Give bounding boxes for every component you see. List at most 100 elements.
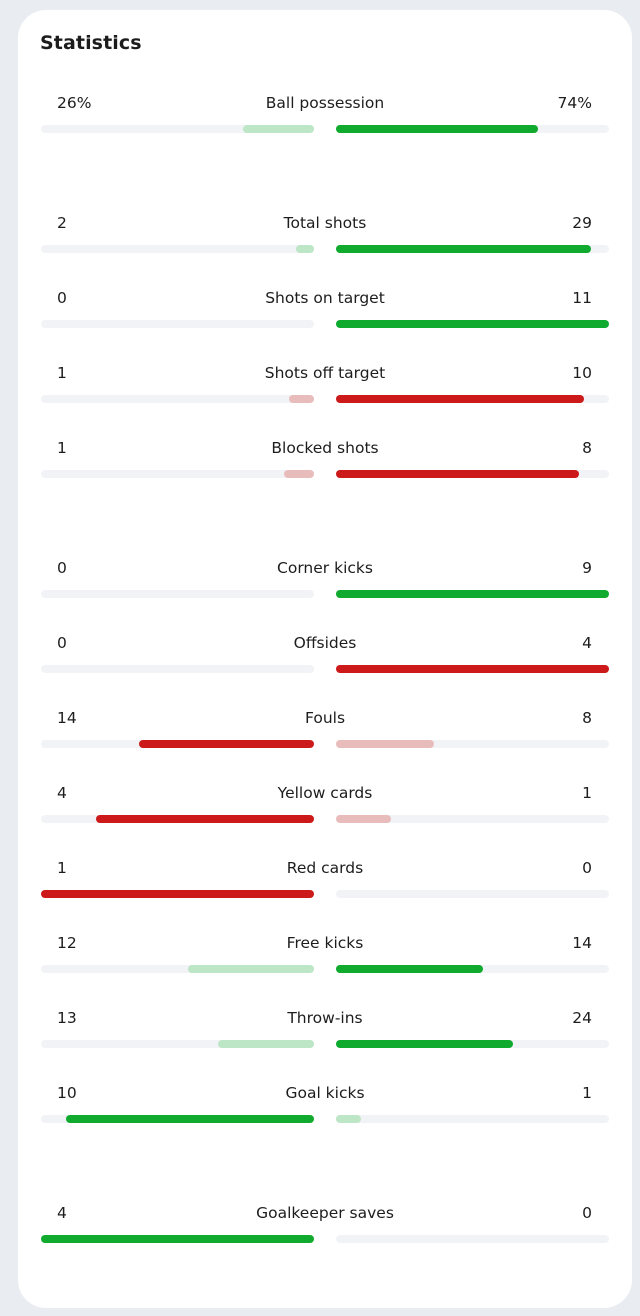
away-value: 1 <box>582 784 592 802</box>
stat-label: Corner kicks <box>277 559 373 577</box>
home-bar-track <box>41 395 314 403</box>
away-bar-track <box>336 740 609 748</box>
home-value: 2 <box>57 214 67 232</box>
home-bar-fill <box>218 1040 314 1048</box>
home-value: 0 <box>57 634 67 652</box>
stat-label: Free kicks <box>286 934 364 952</box>
stat-label: Shots off target <box>264 364 386 382</box>
away-bar-track <box>336 590 609 598</box>
stat-label: Goal kicks <box>285 1084 365 1102</box>
away-value: 74% <box>557 94 592 112</box>
away-bar-track <box>336 965 609 973</box>
stat-row-shots-off-target: 1 Shots off target 10 <box>18 363 632 423</box>
home-bar-fill <box>139 740 314 748</box>
away-value: 0 <box>582 1204 592 1222</box>
home-bar-track <box>41 1235 314 1243</box>
home-value: 26% <box>57 94 92 112</box>
away-bar-fill <box>336 1115 361 1123</box>
home-bar-track <box>41 590 314 598</box>
home-bar-track <box>41 1115 314 1123</box>
home-bar-fill <box>284 470 314 478</box>
away-value: 14 <box>572 934 592 952</box>
card-title: Statistics <box>40 32 142 54</box>
away-value: 9 <box>582 559 592 577</box>
stat-row-total-shots: 2 Total shots 29 <box>18 213 632 273</box>
home-bar-track <box>41 890 314 898</box>
home-value: 0 <box>57 289 67 307</box>
stat-label: Ball possession <box>265 94 385 112</box>
home-bar-track <box>41 665 314 673</box>
home-bar-fill <box>289 395 314 403</box>
stat-row-offsides: 0 Offsides 4 <box>18 633 632 693</box>
home-value: 14 <box>57 709 77 727</box>
home-bar-fill <box>296 245 314 253</box>
away-bar-fill <box>336 590 609 598</box>
home-bar-fill <box>96 815 314 823</box>
away-bar-fill <box>336 1040 513 1048</box>
away-bar-track <box>336 890 609 898</box>
home-value: 0 <box>57 559 67 577</box>
away-bar-track <box>336 1235 609 1243</box>
stat-label: Offsides <box>293 634 357 652</box>
home-bar-track <box>41 740 314 748</box>
stat-label: Fouls <box>304 709 346 727</box>
away-bar-track <box>336 125 609 133</box>
stat-row-red-cards: 1 Red cards 0 <box>18 858 632 918</box>
away-value: 29 <box>572 214 592 232</box>
away-bar-track <box>336 470 609 478</box>
stat-row-corner-kicks: 0 Corner kicks 9 <box>18 558 632 618</box>
home-bar-track <box>41 470 314 478</box>
away-value: 24 <box>572 1009 592 1027</box>
home-value: 1 <box>57 859 67 877</box>
stat-row-blocked-shots: 1 Blocked shots 8 <box>18 438 632 498</box>
away-value: 0 <box>582 859 592 877</box>
away-value: 8 <box>582 709 592 727</box>
away-bar-track <box>336 395 609 403</box>
stat-label: Blocked shots <box>271 439 379 457</box>
away-bar-fill <box>336 965 483 973</box>
stat-label: Red cards <box>286 859 364 877</box>
home-value: 12 <box>57 934 77 952</box>
away-bar-fill <box>336 470 579 478</box>
stat-row-throw-ins: 13 Throw-ins 24 <box>18 1008 632 1068</box>
home-value: 4 <box>57 784 67 802</box>
stat-label: Throw-ins <box>287 1009 363 1027</box>
away-value: 4 <box>582 634 592 652</box>
home-bar-track <box>41 1040 314 1048</box>
home-value: 1 <box>57 364 67 382</box>
home-bar-fill <box>41 1235 314 1243</box>
home-value: 1 <box>57 439 67 457</box>
stat-row-fouls: 14 Fouls 8 <box>18 708 632 768</box>
home-bar-track <box>41 965 314 973</box>
away-bar-track <box>336 1115 609 1123</box>
away-bar-track <box>336 815 609 823</box>
away-bar-fill <box>336 815 391 823</box>
stat-label: Shots on target <box>265 289 385 307</box>
stat-row-free-kicks: 12 Free kicks 14 <box>18 933 632 993</box>
home-bar-track <box>41 815 314 823</box>
home-bar-fill <box>66 1115 314 1123</box>
home-bar-fill <box>243 125 314 133</box>
home-bar-track <box>41 125 314 133</box>
stat-row-ball-possession: 26% Ball possession 74% <box>18 93 632 153</box>
stat-row-shots-on-target: 0 Shots on target 11 <box>18 288 632 348</box>
stat-label: Total shots <box>283 214 367 232</box>
away-value: 10 <box>572 364 592 382</box>
home-bar-fill <box>188 965 314 973</box>
stat-row-goal-kicks: 10 Goal kicks 1 <box>18 1083 632 1143</box>
statistics-card: Statistics 26% Ball possession 74% 2 Total s… <box>18 10 632 1308</box>
away-value: 11 <box>572 289 592 307</box>
away-bar-fill <box>336 245 591 253</box>
away-bar-fill <box>336 740 434 748</box>
home-value: 13 <box>57 1009 77 1027</box>
home-bar-fill <box>41 890 314 898</box>
away-bar-track <box>336 320 609 328</box>
stat-label: Goalkeeper saves <box>256 1204 394 1222</box>
stat-row-yellow-cards: 4 Yellow cards 1 <box>18 783 632 843</box>
stat-row-goalkeeper-saves: 4 Goalkeeper saves 0 <box>18 1203 632 1263</box>
home-bar-track <box>41 320 314 328</box>
away-value: 8 <box>582 439 592 457</box>
away-bar-fill <box>336 665 609 673</box>
away-bar-fill <box>336 125 538 133</box>
away-bar-track <box>336 1040 609 1048</box>
